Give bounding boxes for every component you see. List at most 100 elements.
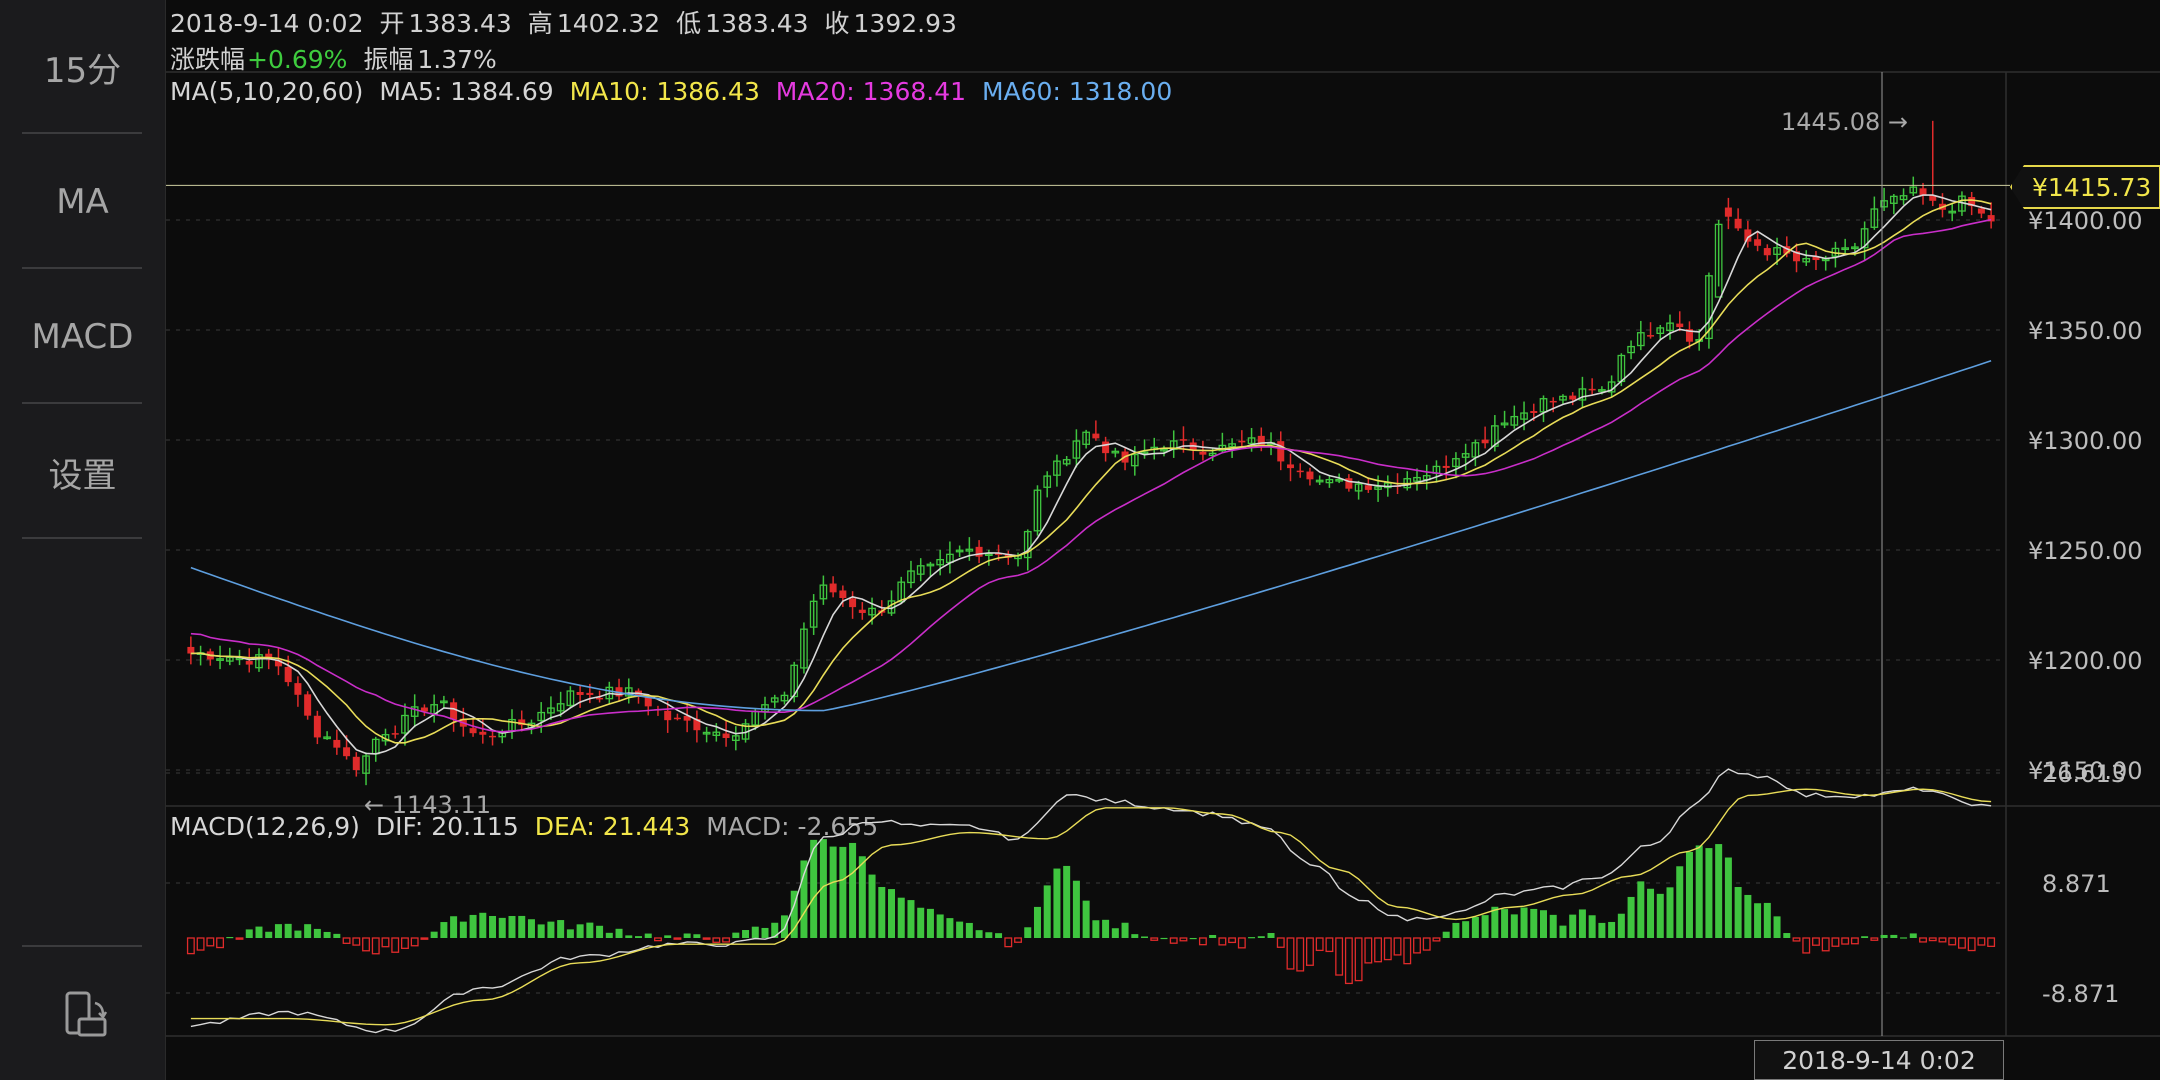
macd-bar (985, 932, 993, 938)
macd-bar (391, 937, 400, 953)
candle-body (1559, 395, 1567, 401)
candle-body (809, 600, 818, 628)
candle-body (1948, 210, 1957, 214)
candle-body (294, 683, 302, 695)
macd-bar (216, 937, 225, 949)
macd-bar (1092, 920, 1100, 938)
macd-bar (430, 931, 438, 938)
candle-body (1987, 215, 1995, 222)
macd-bar (1198, 937, 1207, 946)
candle-body (1033, 489, 1042, 532)
rotate-screen-button[interactable] (0, 960, 165, 1070)
macd-bar (508, 915, 516, 938)
price-tick-label: ¥1150.00 (2028, 757, 2143, 785)
macd-bar (936, 914, 944, 938)
ma60-legend: MA60: 1318.00 (981, 77, 1173, 106)
candle-body (1636, 332, 1645, 347)
candle-body (1228, 443, 1236, 448)
macd-bar (800, 860, 808, 938)
candle-body (537, 711, 546, 722)
candle-body (1977, 208, 1985, 214)
candle-body (284, 667, 292, 683)
candle-body (1140, 451, 1149, 455)
candle-body (1685, 329, 1693, 342)
candle-body (1023, 530, 1032, 559)
candle-body (1306, 471, 1314, 480)
change-info-line: 涨跌幅+0.69% 振幅 1.37% (170, 40, 505, 76)
candle-body (1043, 475, 1052, 488)
macd-bar (1393, 937, 1402, 956)
candle-body (868, 607, 876, 616)
candle-body (401, 714, 409, 734)
macd-bar (1169, 937, 1178, 944)
macd-bar (771, 922, 779, 938)
macd-bar (1160, 937, 1168, 940)
macd-bar (1325, 937, 1334, 953)
macd-bar (235, 937, 244, 940)
macd-bar (333, 933, 341, 938)
macd-bar (1608, 921, 1616, 938)
macd-bar (1821, 937, 1830, 952)
macd-bar (849, 842, 857, 938)
sidebar-item-macd[interactable]: MACD (0, 270, 165, 404)
candle-body (1539, 398, 1548, 413)
macd-tick-label: 8.871 (2042, 870, 2111, 898)
macd-bar (1647, 888, 1655, 938)
macd-bar (654, 937, 662, 942)
macd-bar (742, 930, 750, 938)
macd-bar (1432, 937, 1441, 942)
candle-body (790, 664, 799, 698)
change-value: +0.69% (247, 45, 348, 74)
low-value: 1383.43 (705, 9, 809, 38)
macd-bar (1734, 887, 1742, 938)
macd-bar (1510, 914, 1518, 938)
macd-bar (1462, 921, 1470, 938)
macd-bar (1919, 937, 1927, 943)
candle-body (1092, 433, 1100, 439)
candle-body (1481, 439, 1489, 444)
macd-bar (615, 928, 623, 938)
candle-body (1909, 186, 1918, 194)
macd-bar (683, 933, 691, 938)
dif-line (190, 768, 1992, 1034)
macd-bar (401, 937, 409, 949)
macd-bar (1724, 857, 1732, 938)
macd-bar (1812, 937, 1820, 946)
macd-bar (1383, 937, 1392, 961)
sidebar-item-settings[interactable]: 设置 (0, 405, 165, 539)
candle-body (819, 584, 828, 600)
candle-body (333, 739, 341, 748)
macd-bar (1501, 909, 1509, 938)
macd-bar (1471, 917, 1479, 938)
candle-body (1335, 478, 1343, 482)
candle-body (410, 706, 419, 717)
candle-body (225, 656, 234, 662)
candle-body (1199, 451, 1207, 455)
candle-body (1530, 411, 1538, 413)
candle-body (1053, 460, 1061, 476)
macd-bar (1452, 922, 1460, 938)
macd-bar (702, 937, 711, 940)
macd-bar (265, 931, 273, 938)
macd-bar (1335, 937, 1344, 976)
candle-body (576, 692, 584, 695)
macd-bar (965, 922, 973, 938)
candle-body (1471, 442, 1480, 458)
macd-bar (420, 937, 429, 940)
macd-bar (1442, 931, 1450, 938)
high-label: 高 (527, 9, 553, 38)
sidebar-item-period[interactable]: 15分 (0, 0, 165, 134)
candle-body (1374, 486, 1382, 490)
candle-body (1773, 247, 1781, 255)
candle-body (1004, 553, 1012, 558)
macd-bar (304, 924, 312, 938)
candle-body (1208, 452, 1217, 457)
sidebar-item-ma[interactable]: MA (0, 135, 165, 269)
candle-body (849, 598, 857, 608)
candle-body (313, 715, 321, 738)
max-price-label: 1445.08 → (1781, 108, 1908, 136)
chart-area[interactable]: 2018-9-14 0:02 开 1383.43 高 1402.32 低 1383.4… (166, 0, 2160, 1080)
price-tick-label: ¥1300.00 (2028, 427, 2143, 455)
macd-bar (1715, 844, 1723, 938)
macd-bar (635, 936, 642, 938)
